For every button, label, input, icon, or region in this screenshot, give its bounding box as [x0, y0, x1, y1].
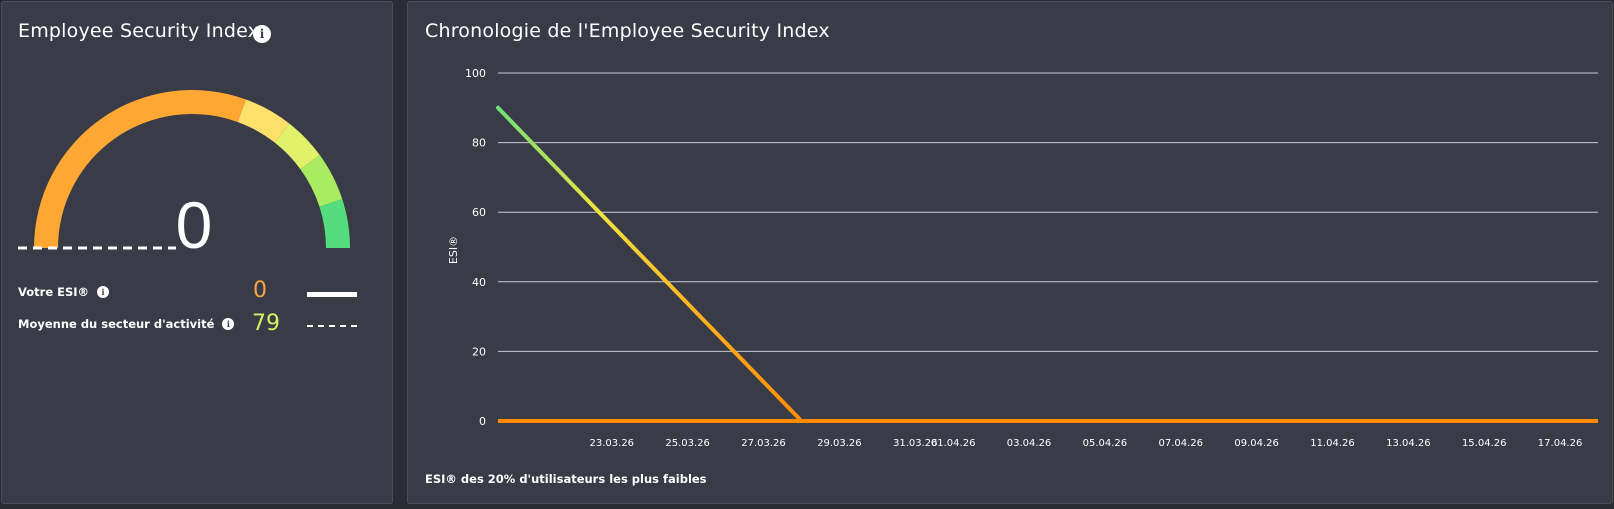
- chart-series: [496, 105, 1598, 423]
- y-tick-label: 20: [472, 345, 486, 358]
- x-tick-label: 01.04.26: [931, 438, 976, 449]
- your-esi-label: Votre ESI®: [18, 285, 90, 299]
- y-axis-label: ESI®: [447, 236, 460, 264]
- x-tick-label: 03.04.26: [1007, 438, 1052, 449]
- industry-average-legend: Moyenne du secteur d'activité i: [18, 317, 235, 331]
- industry-average-label: Moyenne du secteur d'activité: [18, 317, 215, 331]
- info-icon[interactable]: i: [253, 25, 271, 43]
- esi-gauge: 0: [18, 89, 350, 259]
- your-esi-legend: Votre ESI® i: [18, 285, 110, 299]
- x-tick-label: 09.04.26: [1234, 438, 1279, 449]
- industry-average-value: 79: [252, 311, 280, 336]
- x-axis-ticks: 23.03.26 25.03.26 27.03.26 29.03.26 31.03.26…: [590, 438, 1583, 449]
- x-tick-label: 13.04.26: [1386, 438, 1431, 449]
- x-tick-label: 23.03.26: [590, 438, 635, 449]
- y-tick-label: 40: [472, 276, 486, 289]
- gauge-segment: [300, 155, 343, 207]
- x-tick-label: 07.04.26: [1158, 438, 1203, 449]
- timeline-card: Chronologie de l'Employee Security Index…: [407, 1, 1613, 504]
- series-line-esi: [496, 105, 804, 423]
- esi-title: Employee Security Index: [18, 20, 260, 42]
- x-tick-label: 25.03.26: [665, 438, 710, 449]
- your-esi-value: 0: [253, 278, 267, 303]
- gauge-segment: [34, 89, 247, 248]
- y-axis-ticks: 0 20 40 60 80 100: [465, 67, 486, 428]
- timeline-title: Chronologie de l'Employee Security Index: [425, 20, 830, 42]
- y-tick-label: 60: [472, 206, 486, 219]
- x-tick-label: 29.03.26: [817, 438, 862, 449]
- chart-footnote: ESI® des 20% d'utilisateurs les plus fai…: [425, 472, 707, 486]
- esi-card: Employee Security Index i 0 Votre ESI® i…: [1, 1, 393, 504]
- chart-grid: [498, 72, 1598, 352]
- gauge-segment: [319, 199, 350, 248]
- x-tick-label: 11.04.26: [1310, 438, 1355, 449]
- esi-timeline-chart: 0 20 40 60 80 100 23.03.26 25.03.26 27.03.26 29.…: [447, 67, 1598, 449]
- gauge-segment: [237, 99, 290, 143]
- info-icon[interactable]: i: [222, 318, 235, 330]
- x-tick-label: 17.04.26: [1538, 438, 1583, 449]
- industry-average-line-swatch: [307, 325, 357, 327]
- y-tick-label: 0: [479, 415, 486, 428]
- gauge-value: 0: [176, 188, 213, 259]
- x-tick-label: 05.04.26: [1083, 438, 1128, 449]
- your-esi-line-swatch: [307, 292, 357, 297]
- gauge-arcs: [34, 89, 350, 248]
- x-tick-label: 15.04.26: [1462, 438, 1507, 449]
- gauge-segment: [274, 123, 320, 170]
- x-tick-label: 31.03.26: [893, 438, 938, 449]
- y-tick-label: 80: [472, 137, 486, 150]
- info-icon[interactable]: i: [97, 286, 110, 298]
- x-tick-label: 27.03.26: [741, 438, 786, 449]
- y-tick-label: 100: [465, 67, 486, 80]
